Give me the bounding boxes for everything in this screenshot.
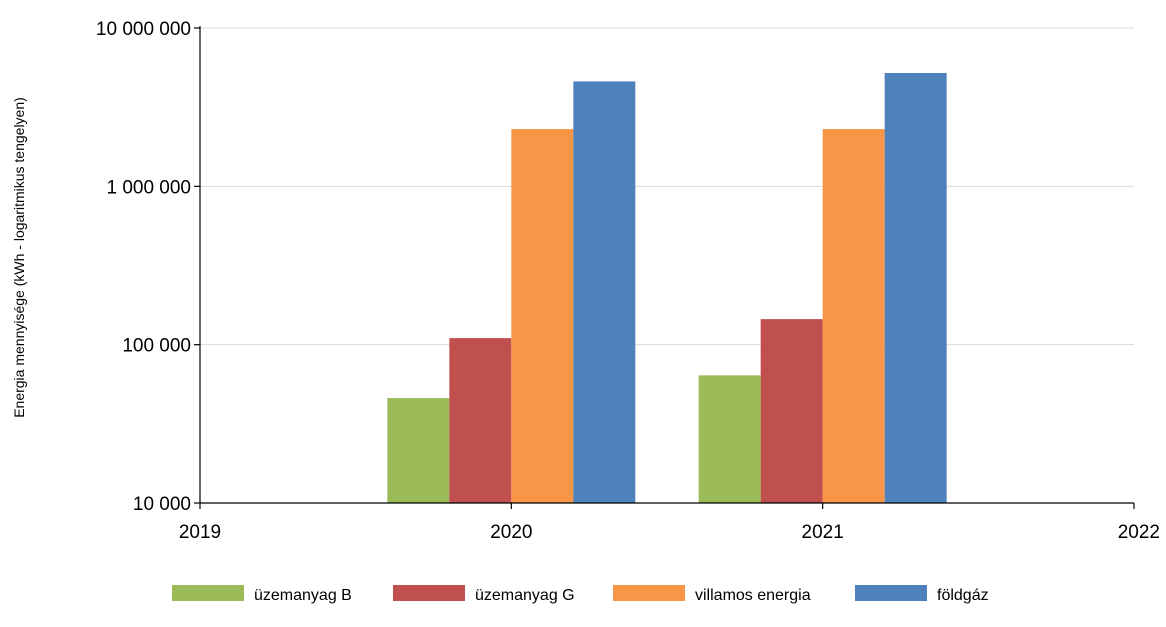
bar-üzemanyag-G-2021: [760, 319, 823, 503]
legend-swatch: [393, 585, 465, 601]
bar-földgáz-2020: [573, 81, 636, 504]
bar-üzemanyag-B-2021: [698, 375, 761, 503]
bar-földgáz-2021: [884, 72, 947, 504]
x-tick-label: 2022: [1118, 522, 1160, 543]
y-axis-title: Energia mennyisége (kWh - logaritmikus t…: [11, 97, 27, 418]
y-tick-label: 10 000: [133, 494, 191, 515]
y-tick-labels: 10 000 100 000 1 000 000 10 000 000: [96, 19, 200, 515]
gridlines: [200, 27, 1134, 346]
legend-label: földgáz: [937, 587, 989, 604]
legend-label: üzemanyag G: [475, 587, 575, 604]
legend-swatch: [613, 585, 685, 601]
x-tick-labels: 2019 2020 2021 2022: [179, 503, 1160, 543]
legend-label: villamos energia: [695, 587, 811, 604]
bar-üzemanyag-B-2020: [387, 398, 450, 503]
axes: [199, 26, 1134, 504]
legend-swatch: [855, 585, 927, 601]
y-tick-label: 1 000 000: [106, 177, 191, 198]
bar-üzemanyag-G-2020: [449, 338, 512, 503]
bar-villamos-energia-2020: [511, 129, 574, 503]
y-tick-label: 10 000 000: [96, 19, 191, 40]
x-tick-label: 2021: [802, 522, 844, 543]
bars: [387, 72, 947, 504]
legend-label: üzemanyag B: [254, 587, 352, 604]
legend: üzemanyag B üzemanyag G villamos energia fö…: [172, 585, 989, 604]
y-tick-label: 100 000: [122, 336, 191, 357]
legend-swatch: [172, 585, 244, 601]
x-tick-label: 2020: [490, 522, 532, 543]
x-tick-label: 2019: [179, 522, 221, 543]
bar-villamos-energia-2021: [822, 129, 885, 503]
